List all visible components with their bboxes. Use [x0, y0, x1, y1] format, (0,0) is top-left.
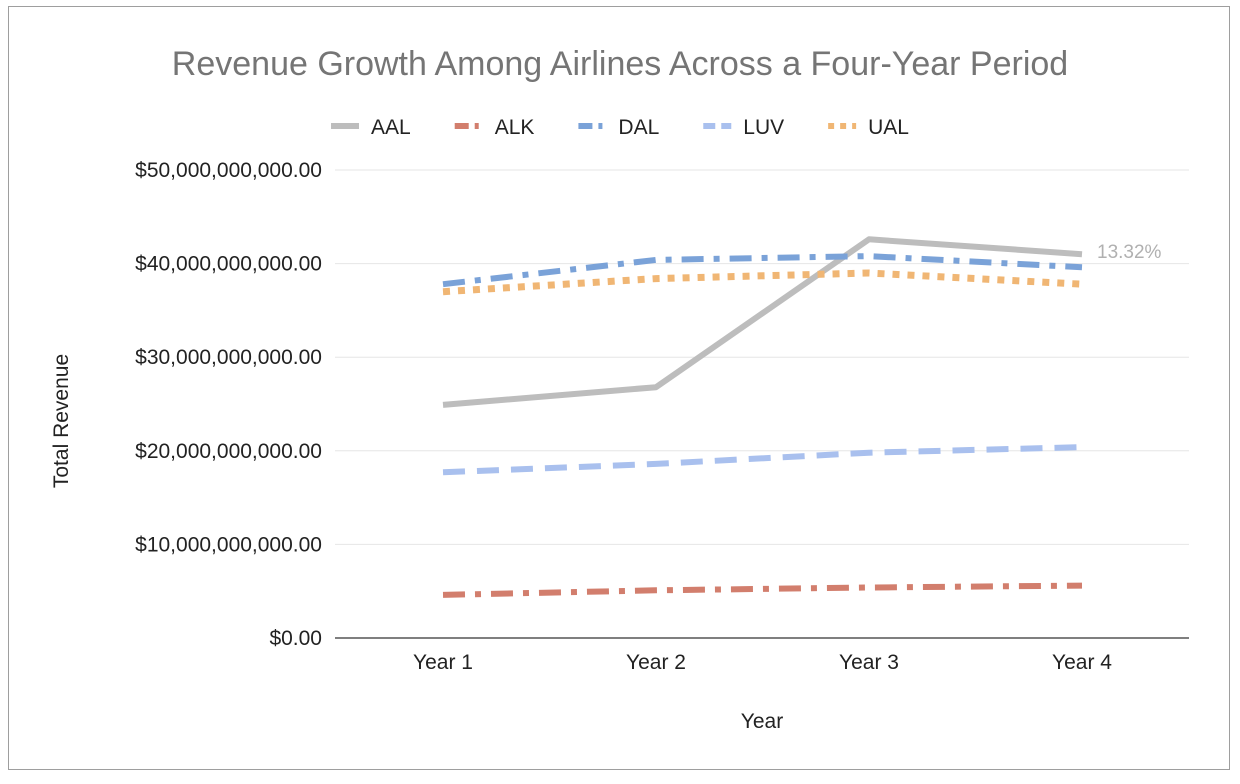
series-line-alk [442, 582, 1083, 598]
y-tick-label: $10,000,000,000.00 [135, 533, 322, 556]
legend: AAL ALK DAL LUV UAL [331, 116, 909, 139]
data-point-dal [440, 281, 446, 287]
data-point-aal [653, 384, 659, 390]
data-point-alk [440, 592, 446, 598]
data-point-luv [866, 450, 872, 456]
chart-text: Revenue Growth Among Airlines Across a F… [50, 45, 1162, 733]
x-tick-label: Year 3 [839, 651, 899, 674]
data-point-aal [866, 236, 872, 242]
legend-label-ual: UAL [868, 116, 909, 139]
legend-label-alk: ALK [495, 116, 535, 139]
data-point-aal [440, 402, 446, 408]
x-tick-label: Year 4 [1052, 651, 1112, 674]
y-tick-label: $30,000,000,000.00 [135, 346, 322, 369]
data-point-ual [653, 276, 659, 282]
gridlines [335, 169, 1189, 545]
data-label-annotation: 13.32% [1097, 242, 1162, 263]
axes: $0.00 $10,000,000,000.00 $20,000,000,000.0… [135, 159, 1189, 674]
y-tick-label: $20,000,000,000.00 [135, 440, 322, 463]
data-point-alk [1079, 583, 1085, 589]
data-point-luv [653, 461, 659, 467]
legend-label-luv: LUV [743, 116, 784, 139]
data-point-luv [1079, 444, 1085, 450]
data-point-dal [1079, 264, 1085, 270]
data-point-dal [653, 257, 659, 263]
data-point-aal [1079, 251, 1085, 257]
series-line-luv [442, 444, 1083, 476]
x-tick-label: Year 2 [626, 651, 686, 674]
data-point-ual [1079, 281, 1085, 287]
series-line-ual [442, 269, 1083, 296]
series-line-dal [442, 253, 1083, 288]
legend-label-aal: AAL [371, 116, 411, 139]
line-chart: $0.00 $10,000,000,000.00 $20,000,000,000.0… [50, 45, 1189, 733]
series-lines [440, 236, 1085, 598]
data-point-alk [866, 584, 872, 590]
legend-label-dal: DAL [618, 116, 659, 139]
data-point-ual [440, 289, 446, 295]
chart-title: Revenue Growth Among Airlines Across a F… [172, 45, 1068, 83]
x-tick-label: Year 1 [413, 651, 473, 674]
chart-frame: $0.00 $10,000,000,000.00 $20,000,000,000.0… [8, 6, 1230, 770]
y-axis-title: Total Revenue [50, 354, 73, 488]
data-point-dal [866, 253, 872, 259]
y-tick-label: $50,000,000,000.00 [135, 159, 322, 182]
data-point-luv [440, 469, 446, 475]
y-tick-label: $40,000,000,000.00 [135, 253, 322, 276]
x-axis-title: Year [741, 710, 783, 733]
data-point-ual [866, 270, 872, 276]
series-line-aal [442, 236, 1083, 408]
y-tick-label: $0.00 [269, 627, 322, 650]
data-point-alk [653, 587, 659, 593]
